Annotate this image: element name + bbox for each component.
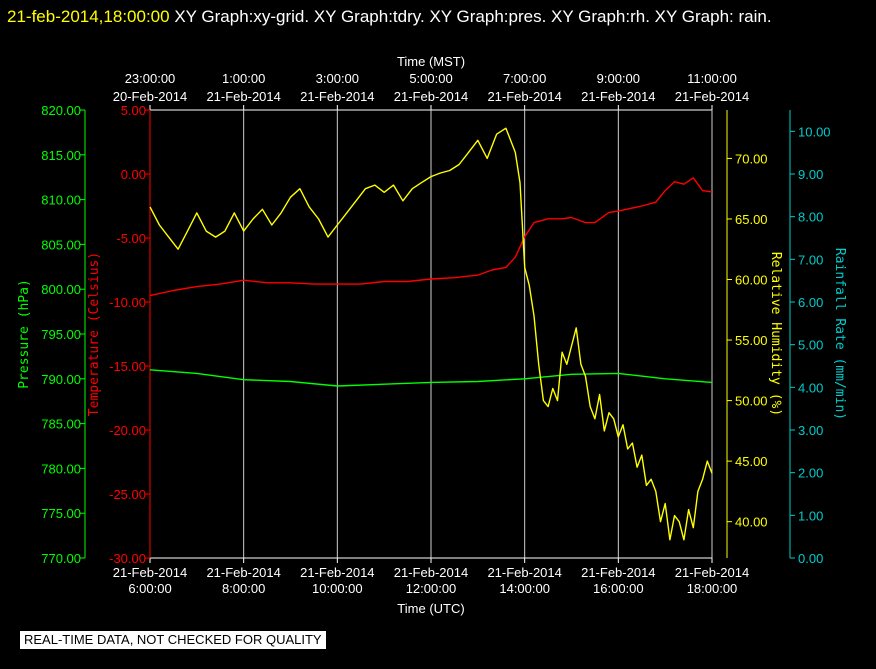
- pressure-tick-label: 770.00: [41, 551, 81, 566]
- quality-banner: REAL-TIME DATA, NOT CHECKED FOR QUALITY: [20, 631, 326, 649]
- pressure-tick-label: 795.00: [41, 327, 81, 342]
- temperature-axis-title: Temperature (Celsius): [87, 252, 102, 416]
- humidity-axis-title: Relative Humidity (%): [768, 252, 783, 416]
- rainfall-tick-label: 3.00: [798, 423, 823, 438]
- pressure-tick-label: 805.00: [41, 237, 81, 252]
- top-tick-label: 7:00:00: [503, 71, 546, 86]
- timestamp-label: 21-feb-2014,18:00:00: [7, 7, 170, 26]
- top-axis-title: Time (MST): [397, 54, 465, 69]
- top-tick-label: 20-Feb-2014: [113, 89, 187, 104]
- humidity-tick-label: 70.00: [735, 151, 768, 166]
- x-tick-label: 21-Feb-2014: [206, 565, 280, 580]
- top-tick-label: 21-Feb-2014: [300, 89, 374, 104]
- top-tick-label: 9:00:00: [597, 71, 640, 86]
- temperature-tick-label: -5.00: [116, 231, 146, 246]
- graph-entry: XY Graph:pres.: [424, 7, 547, 26]
- graph-entry: XY Graph:rh.: [546, 7, 650, 26]
- x-tick-label: 21-Feb-2014: [487, 565, 561, 580]
- temperature-tick-label: -25.00: [109, 487, 146, 502]
- graph-entry: XY Graph:: [649, 7, 734, 26]
- graph-header: 21-feb-2014,18:00:00 XY Graph:xy-grid. X…: [7, 3, 867, 31]
- temperature-tick-label: -30.00: [109, 551, 146, 566]
- temperature-tick-label: 0.00: [121, 167, 146, 182]
- rainfall-axis-title: Rainfall Rate (mm/min): [832, 248, 847, 420]
- pressure-tick-label: 785.00: [41, 417, 81, 432]
- top-tick-label: 21-Feb-2014: [394, 89, 468, 104]
- rainfall-tick-label: 5.00: [798, 338, 823, 353]
- top-tick-label: 1:00:00: [222, 71, 265, 86]
- top-tick-label: 21-Feb-2014: [487, 89, 561, 104]
- x-tick-label: 21-Feb-2014: [300, 565, 374, 580]
- temperature-tick-label: 5.00: [121, 103, 146, 118]
- graph-entry: XY Graph:tdry.: [309, 7, 425, 26]
- rainfall-tick-label: 7.00: [798, 252, 823, 267]
- top-tick-label: 21-Feb-2014: [206, 89, 280, 104]
- x-tick-label: 6:00:00: [128, 581, 171, 596]
- x-tick-label: 8:00:00: [222, 581, 265, 596]
- top-tick-label: 21-Feb-2014: [675, 89, 749, 104]
- pressure-tick-label: 820.00: [41, 103, 81, 118]
- x-tick-label: 16:00:00: [593, 581, 644, 596]
- pressure-tick-label: 775.00: [41, 506, 81, 521]
- rainfall-tick-label: 8.00: [798, 210, 823, 225]
- top-tick-label: 3:00:00: [316, 71, 359, 86]
- top-tick-label: 11:00:00: [687, 71, 737, 86]
- pressure-tick-label: 815.00: [41, 148, 81, 163]
- graph-list: XY Graph:xy-grid. XY Graph:tdry. XY Grap…: [169, 7, 772, 26]
- temperature-tick-label: -10.00: [109, 295, 146, 310]
- top-tick-label: 21-Feb-2014: [581, 89, 655, 104]
- x-tick-label: 10:00:00: [312, 581, 363, 596]
- x-tick-label: 21-Feb-2014: [113, 565, 187, 580]
- x-tick-label: 14:00:00: [499, 581, 550, 596]
- top-tick-label: 23:00:00: [125, 71, 176, 86]
- x-tick-label: 21-Feb-2014: [394, 565, 468, 580]
- temperature-tick-label: -15.00: [109, 359, 146, 374]
- x-tick-label: 21-Feb-2014: [581, 565, 655, 580]
- rainfall-tick-label: 0.00: [798, 551, 823, 566]
- humidity-tick-label: 40.00: [735, 515, 768, 530]
- rainfall-tick-label: 2.00: [798, 466, 823, 481]
- humidity-tick-label: 55.00: [735, 333, 768, 348]
- bottom-axis-title: Time (UTC): [397, 601, 464, 616]
- humidity-tick-label: 45.00: [735, 454, 768, 469]
- temperature-tick-label: -20.00: [109, 423, 146, 438]
- humidity-tick-label: 50.00: [735, 394, 768, 409]
- rainfall-tick-label: 9.00: [798, 167, 823, 182]
- pressure-tick-label: 780.00: [41, 461, 81, 476]
- x-tick-label: 12:00:00: [406, 581, 457, 596]
- graph-entry: XY Graph:xy-grid.: [169, 7, 310, 26]
- x-tick-label: 18:00:00: [687, 581, 738, 596]
- humidity-series-line: [149, 127, 713, 541]
- temperature-series-line: [149, 177, 713, 297]
- top-tick-label: 5:00:00: [409, 71, 452, 86]
- pressure-tick-label: 810.00: [41, 193, 81, 208]
- pressure-tick-label: 790.00: [41, 372, 81, 387]
- rainfall-tick-label: 10.00: [798, 124, 831, 139]
- humidity-tick-label: 65.00: [735, 212, 768, 227]
- pressure-tick-label: 800.00: [41, 282, 81, 297]
- rainfall-tick-label: 6.00: [798, 295, 823, 310]
- graph-entry: rain.: [733, 7, 772, 26]
- humidity-tick-label: 60.00: [735, 273, 768, 288]
- rainfall-tick-label: 4.00: [798, 380, 823, 395]
- x-tick-label: 21-Feb-2014: [675, 565, 749, 580]
- pressure-axis-title: Pressure (hPa): [17, 279, 32, 389]
- rainfall-tick-label: 1.00: [798, 508, 823, 523]
- pressure-series-line: [149, 369, 713, 387]
